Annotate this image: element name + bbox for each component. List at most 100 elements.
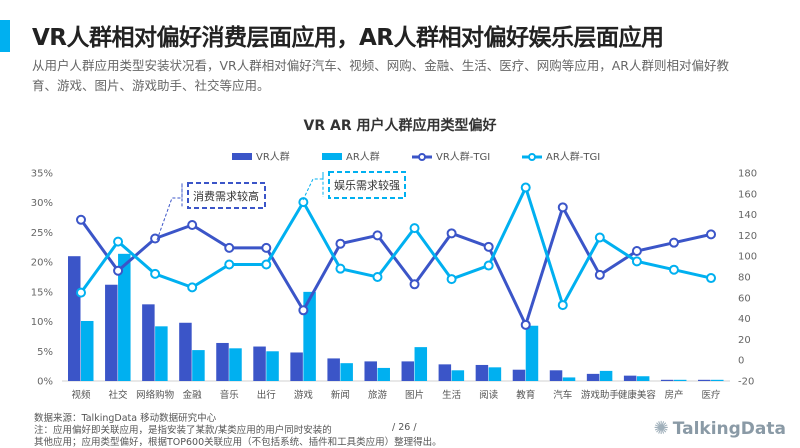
annotation-entertainment-box <box>328 171 406 199</box>
ar-bar <box>488 367 502 381</box>
right-tick-label: 40 <box>738 314 751 325</box>
vr-bar <box>698 379 711 381</box>
category-label: 教育 <box>516 389 535 401</box>
title-accent-bar <box>0 20 10 52</box>
footer-note-2: 其他应用；应用类型偏好，根据TOP600关联应用（不包括系统、插件和工具类应用）… <box>34 437 442 448</box>
legend-ar-label: AR人群 <box>346 150 380 163</box>
vr-bar <box>475 364 489 381</box>
category-label: 新闻 <box>331 389 350 401</box>
left-tick-label: 20% <box>31 258 53 269</box>
vr-tgi-point <box>76 214 86 225</box>
ar-bar <box>118 253 131 381</box>
category-label: 旅游 <box>368 389 388 401</box>
right-tick-label: 20 <box>738 335 751 346</box>
legend-ar-tgi-label: AR人群-TGI <box>546 150 600 163</box>
ar-bar <box>451 370 465 381</box>
ar-bar <box>636 376 650 381</box>
left-tick-label: 15% <box>31 287 53 298</box>
ar-tgi-line <box>79 183 712 309</box>
left-tick-label: 10% <box>31 317 53 328</box>
legend-vr-swatch <box>232 153 252 160</box>
vr-bar <box>586 373 600 381</box>
vr-bar <box>290 352 303 381</box>
ar-tgi-point <box>631 256 642 267</box>
annotation-consumption-leader <box>156 183 183 241</box>
vr-tgi-line <box>79 203 712 329</box>
ar-bar <box>81 320 94 381</box>
ar-bar <box>266 351 279 381</box>
vr-bar <box>549 370 563 381</box>
category-label: 健康美容 <box>618 389 657 401</box>
chart-title: VR AR 用户人群应用类型偏好 <box>304 117 497 134</box>
left-tick-label: 30% <box>31 198 53 209</box>
category-label: 出行 <box>257 389 277 401</box>
legend-vr-tgi-marker <box>418 153 426 161</box>
right-tick-label: 180 <box>738 169 757 180</box>
vr-bar <box>253 346 266 381</box>
right-tick-label: 60 <box>738 293 751 304</box>
category-label: 房产 <box>664 389 683 401</box>
ar-bar <box>525 325 539 381</box>
vr-bar <box>179 322 192 381</box>
ar-tgi-point <box>76 287 86 298</box>
category-label: 医疗 <box>702 389 722 401</box>
annotation-entertainment: 娱乐需求较强 <box>302 171 406 201</box>
category-label: 阅读 <box>479 389 499 401</box>
right-tick-label: 140 <box>738 210 757 221</box>
left-tick-label: 35% <box>31 169 53 180</box>
talkingdata-logo: ✺ TalkingData <box>654 418 786 439</box>
vr-bar <box>364 361 377 381</box>
category-label: 社交 <box>109 389 129 401</box>
ar-bar <box>414 347 428 381</box>
vr-tgi-point <box>298 305 309 316</box>
left-tick-label: 0% <box>37 377 53 388</box>
vr-bar <box>401 361 415 381</box>
vr-tgi-point <box>668 237 679 248</box>
vr-tgi-point <box>631 246 642 256</box>
legend-vr-label: VR人群 <box>256 150 290 163</box>
annotation-entertainment-text: 娱乐需求较强 <box>334 178 400 192</box>
footer-note-1: 注：应用偏好即关联应用，是指安装了某款/某类应用的用户同时安装的 <box>34 425 332 436</box>
ar-tgi-point <box>668 264 679 275</box>
ar-tgi-point <box>224 259 235 270</box>
ar-tgi-point <box>594 232 605 243</box>
vr-tgi-point <box>446 228 457 239</box>
vr-tgi-point <box>372 230 383 241</box>
ar-tgi-point <box>187 282 198 293</box>
ar-bar <box>192 350 205 381</box>
footer-source: 数据来源：TalkingData 移动数据研究中心 <box>34 413 217 424</box>
category-label: 游戏 <box>294 389 314 401</box>
right-tick-label: -20 <box>738 377 754 388</box>
vr-tgi-point <box>483 241 494 252</box>
ar-tgi-point <box>520 182 531 193</box>
ar-bar <box>562 377 576 381</box>
vr-tgi-point <box>150 233 161 244</box>
vr-bar <box>68 256 81 381</box>
ar-tgi-point <box>372 272 383 282</box>
vr-tgi-point <box>187 220 198 230</box>
ar-tgi-point <box>446 274 457 285</box>
vr-bar <box>216 342 229 381</box>
vr-bar <box>105 284 118 381</box>
annotation-entertainment-leader <box>302 172 324 201</box>
legend-ar-tgi-marker <box>528 153 536 161</box>
ar-tgi-point <box>335 263 346 274</box>
vr-bar <box>512 369 526 381</box>
ar-tgi-point <box>557 300 568 311</box>
vr-bar <box>660 379 674 381</box>
left-tick-label: 25% <box>31 228 53 239</box>
vr-bar <box>327 358 340 381</box>
page-title: VR人群相对偏好消费层面应用，AR人群相对偏好娱乐层面应用 <box>32 25 664 51</box>
vr-bar <box>142 304 155 381</box>
right-tick-label: 80 <box>738 273 751 284</box>
category-label: 金融 <box>183 389 203 401</box>
vr-bar <box>438 364 452 381</box>
annotation-consumption-box <box>187 182 266 209</box>
vr-tgi-point <box>224 242 235 253</box>
vr-tgi-point <box>409 279 420 290</box>
ar-bar <box>599 370 613 381</box>
vr-tgi-point <box>113 265 124 276</box>
ar-bar <box>155 326 168 381</box>
vr-tgi-point <box>261 242 272 253</box>
